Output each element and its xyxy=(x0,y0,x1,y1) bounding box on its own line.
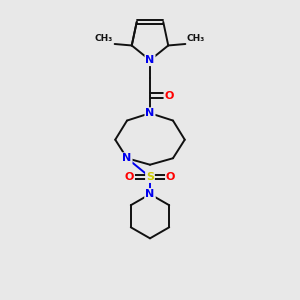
Text: CH₃: CH₃ xyxy=(95,34,113,43)
Text: O: O xyxy=(125,172,134,182)
Text: CH₃: CH₃ xyxy=(187,34,205,43)
Text: N: N xyxy=(146,189,154,199)
Text: O: O xyxy=(164,91,174,100)
Text: N: N xyxy=(146,108,154,118)
Text: N: N xyxy=(122,153,132,163)
Text: S: S xyxy=(146,172,154,182)
Text: N: N xyxy=(146,55,154,65)
Text: O: O xyxy=(166,172,175,182)
Text: N: N xyxy=(146,189,154,199)
